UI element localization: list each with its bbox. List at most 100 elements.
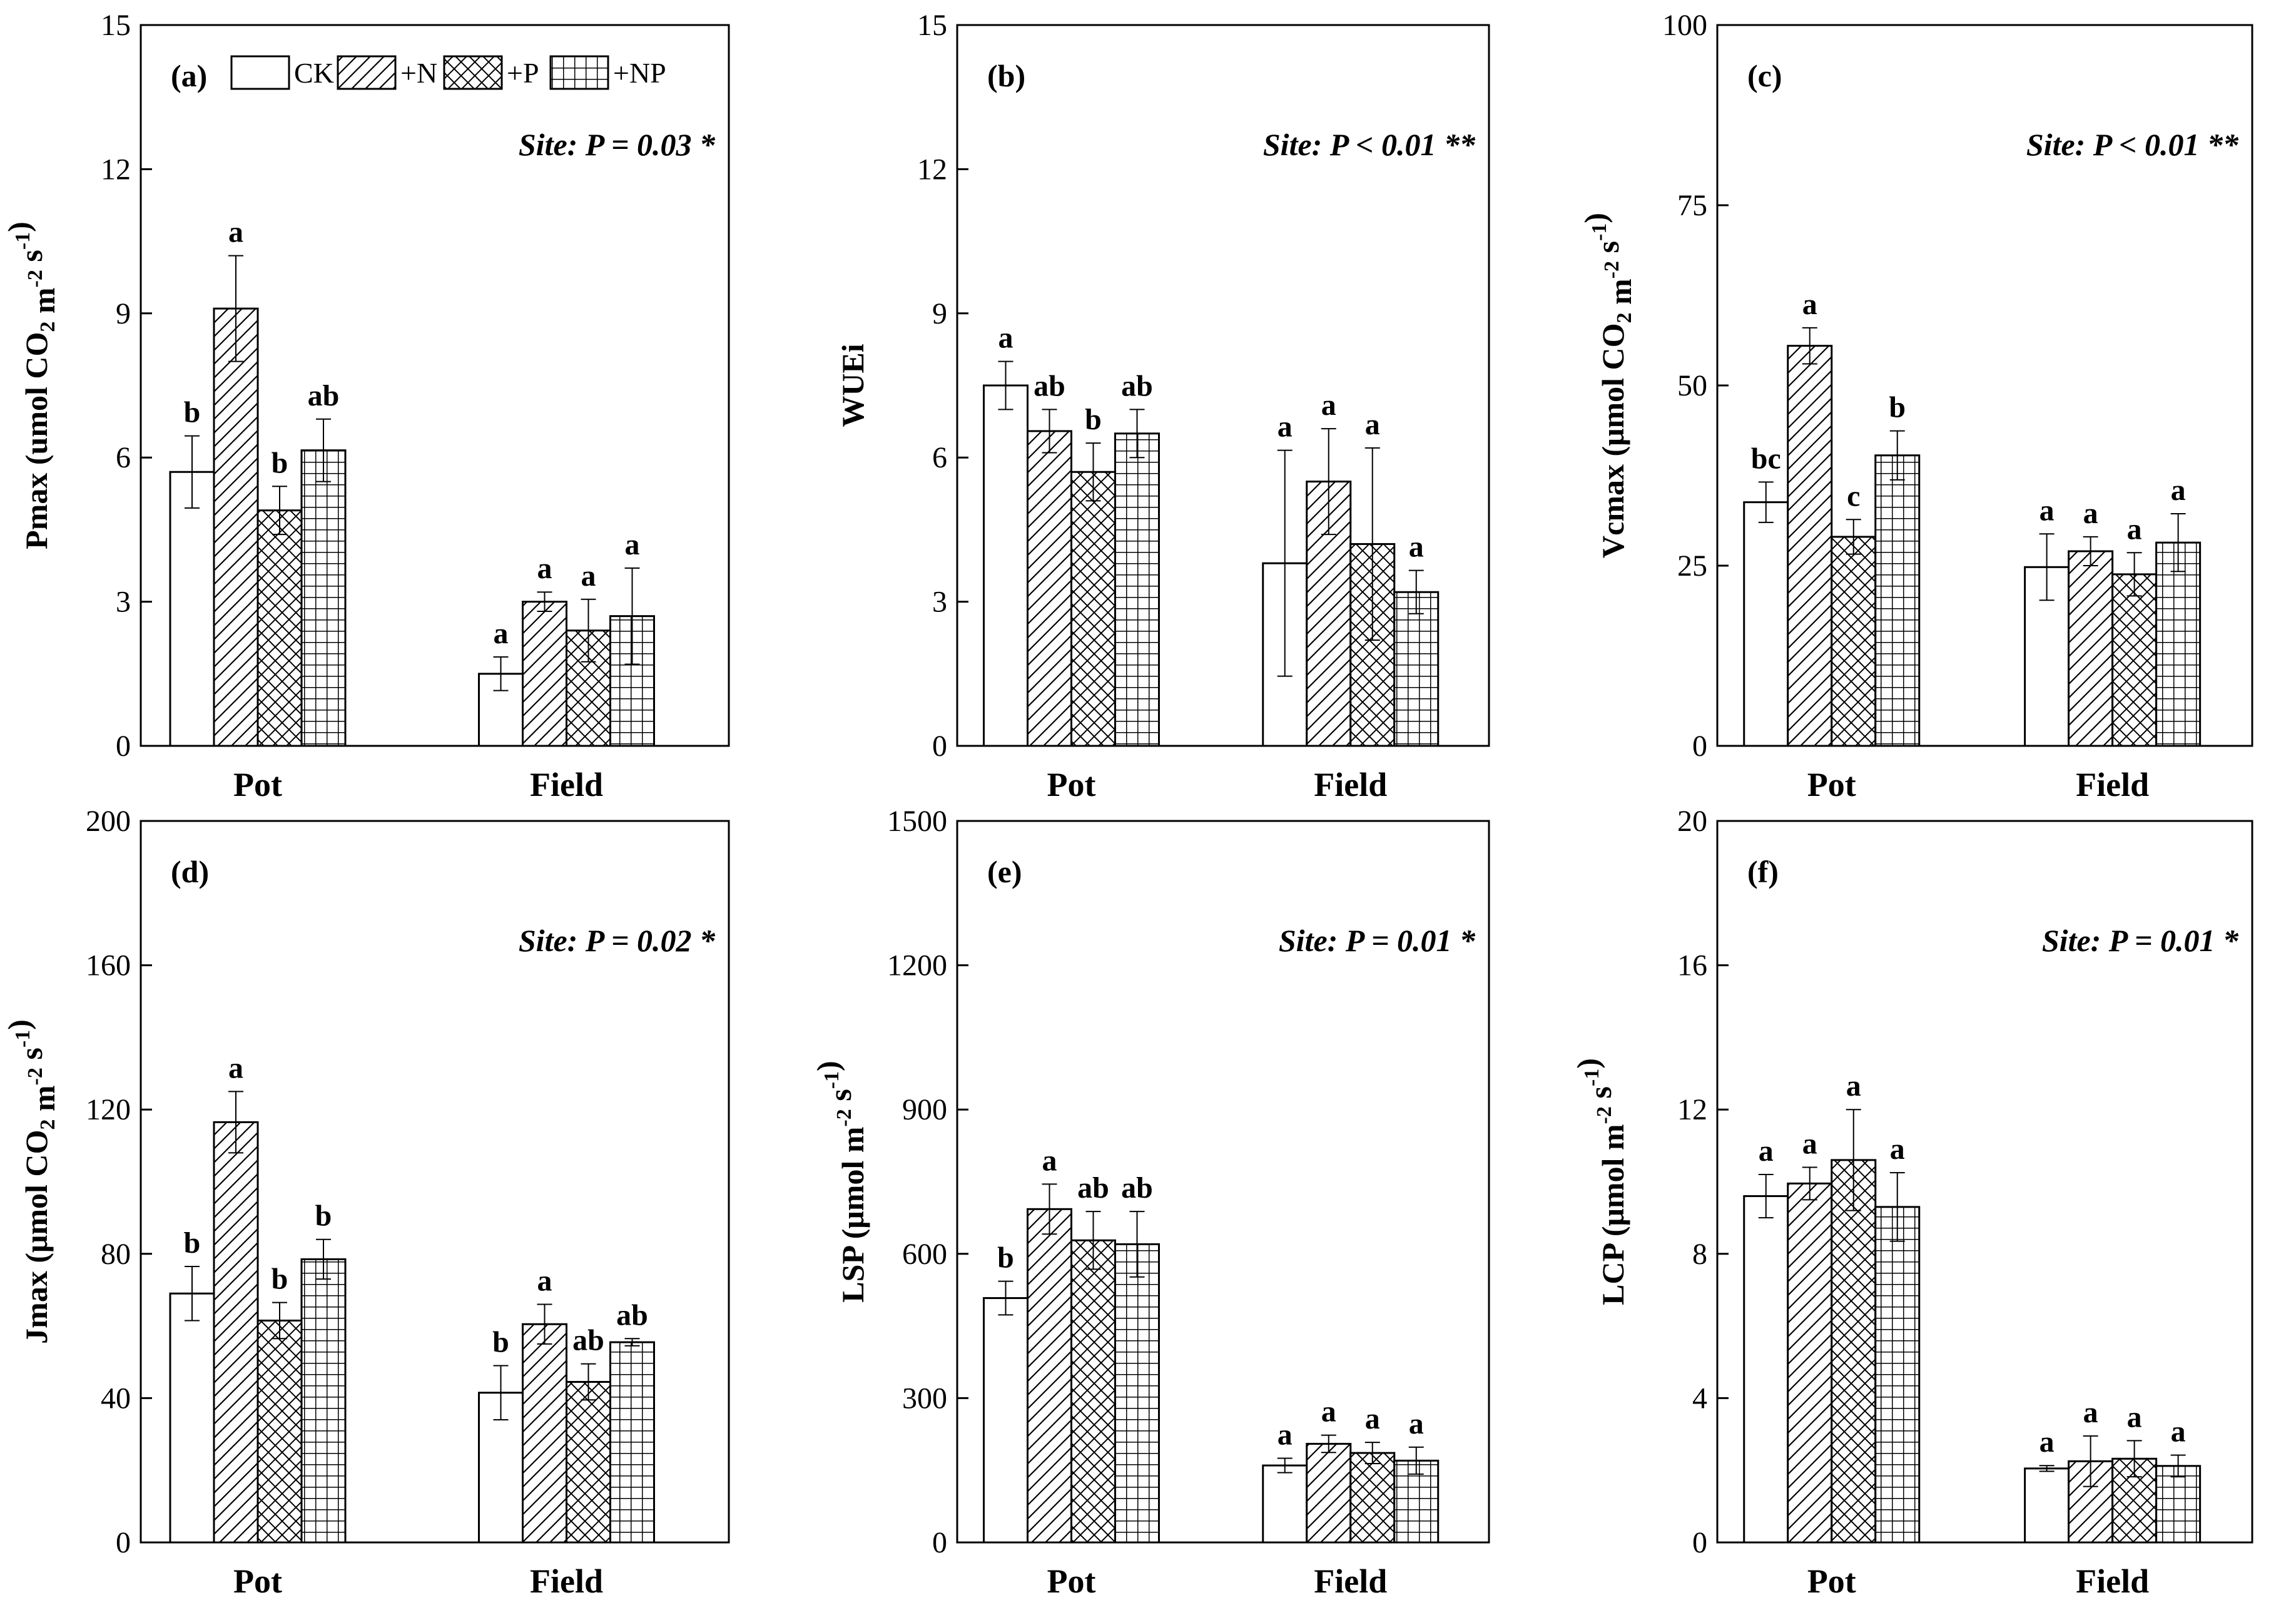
y-tick-label: 4 bbox=[1692, 1382, 1707, 1415]
y-axis-label-part: ) bbox=[1, 222, 36, 232]
x-category-label: Pot bbox=[1047, 1562, 1096, 1600]
bar-np-field bbox=[1393, 591, 1440, 747]
bar-p-field bbox=[2111, 1457, 2158, 1544]
panel-label: (e) bbox=[987, 854, 1022, 889]
y-axis-label-part: -1 bbox=[11, 232, 34, 250]
y-axis-label-part: -2 bbox=[1593, 1106, 1616, 1124]
panel-d: 0 40 80 120 160 200 Jmax (μmol CO2 m-2 s-1) (d)… bbox=[1, 805, 730, 1600]
bar-p-pot bbox=[257, 509, 303, 747]
panel-a: 0 3 6 9 12 15 Pmax (umol CO2 m-2 s-1) (a) Site: … bbox=[1, 9, 730, 803]
y-tick-label: 1200 bbox=[887, 949, 947, 982]
y-axis-label-part: -2 bbox=[833, 1109, 856, 1126]
significance-letter: a bbox=[1278, 410, 1293, 444]
significance-letter: a bbox=[1365, 1402, 1380, 1435]
panel-e: 0 300 600 900 1200 1500 LSP (μmol m-2 s-1) (e) S… bbox=[810, 805, 1490, 1600]
y-tick-label: 12 bbox=[1677, 1093, 1707, 1126]
significance-letter: b bbox=[272, 1263, 288, 1296]
y-tick-label: 16 bbox=[1677, 949, 1707, 982]
significance-letter: a bbox=[1890, 1133, 1905, 1166]
x-category-label: Field bbox=[2076, 1562, 2149, 1600]
significance-letter: a bbox=[2127, 512, 2142, 546]
y-axis-label-part: ) bbox=[1578, 213, 1613, 223]
significance-letter: a bbox=[1409, 531, 1424, 564]
significance-letter: a bbox=[1278, 1418, 1293, 1451]
significance-letter: a bbox=[1042, 1144, 1057, 1177]
y-axis-label-part: s bbox=[14, 1047, 49, 1067]
y-tick-label: 120 bbox=[86, 1093, 131, 1126]
bar-ck-pot bbox=[983, 1297, 1029, 1544]
panel-f: 0 4 8 12 16 20 LCP (μmol m-2 s-1) (f) Site: P = … bbox=[1570, 805, 2253, 1600]
bar-np-field bbox=[2155, 1465, 2202, 1544]
significance-letter: a bbox=[1321, 1395, 1336, 1429]
x-category-label: Field bbox=[2076, 766, 2149, 803]
x-category-label: Pot bbox=[233, 766, 282, 803]
y-axis-label-part: LSP (μmol m bbox=[835, 1127, 870, 1303]
significance-letter: b bbox=[1889, 391, 1906, 424]
y-tick-label: 8 bbox=[1692, 1238, 1707, 1271]
significance-letter: a bbox=[581, 559, 596, 593]
significance-letter: bc bbox=[1751, 442, 1781, 475]
y-axis-label-part: ) bbox=[810, 1061, 845, 1071]
significance-letter: ab bbox=[572, 1324, 604, 1357]
bar-np-pot bbox=[300, 449, 347, 747]
bar-ck-pot bbox=[1743, 501, 1789, 747]
bar-p-pot bbox=[257, 1319, 303, 1544]
significance-letter: b bbox=[492, 1326, 509, 1359]
x-category-label: Pot bbox=[233, 1562, 282, 1600]
y-axis-label: LSP (μmol m-2 s-1) bbox=[810, 1061, 870, 1302]
y-tick-label: 300 bbox=[902, 1382, 947, 1415]
y-tick-label: 9 bbox=[116, 297, 131, 330]
significance-letter: a bbox=[1846, 1069, 1861, 1103]
significance-letter: ab bbox=[1121, 1171, 1153, 1205]
y-tick-label: 9 bbox=[932, 297, 947, 330]
y-axis-label-part: Jmax (μmol CO bbox=[19, 1130, 54, 1344]
significance-letter: a bbox=[998, 322, 1013, 355]
y-axis-label-part: s bbox=[823, 1089, 858, 1109]
bar-n-field bbox=[2068, 550, 2114, 747]
bar-p-pot bbox=[1831, 1159, 1877, 1544]
y-axis-label: WUEi bbox=[835, 344, 870, 427]
bar-p-field bbox=[1349, 1452, 1396, 1544]
plot-frame bbox=[140, 820, 730, 1544]
significance-letter: a bbox=[2171, 474, 2186, 507]
y-axis-label-part: ) bbox=[1, 1019, 36, 1030]
x-category-label: Pot bbox=[1807, 1562, 1856, 1600]
significance-letter: a bbox=[1321, 389, 1336, 422]
bar-n-pot bbox=[1027, 1208, 1072, 1544]
x-category-label: Field bbox=[1314, 1562, 1387, 1600]
y-tick-label: 900 bbox=[902, 1093, 947, 1126]
plot-frame bbox=[956, 820, 1490, 1544]
bar-ck-field bbox=[2024, 1467, 2070, 1544]
x-category-label: Field bbox=[530, 1562, 603, 1600]
significance-letter: b bbox=[315, 1200, 332, 1233]
y-axis-label-part: s bbox=[14, 250, 49, 270]
y-axis-label-part: -1 bbox=[1580, 1069, 1603, 1086]
y-axis-label-part: ) bbox=[1570, 1058, 1605, 1069]
significance-letter: a bbox=[1365, 408, 1380, 441]
y-axis-label-part: -1 bbox=[820, 1071, 843, 1089]
y-tick-label: 160 bbox=[86, 949, 131, 982]
x-category-label: Pot bbox=[1807, 766, 1856, 803]
panel-label: (b) bbox=[987, 58, 1025, 93]
y-axis-label-part: m bbox=[26, 287, 61, 321]
y-axis-label-part: -2 bbox=[24, 270, 47, 287]
y-axis-label-part: -2 bbox=[1600, 261, 1623, 278]
y-axis-label-part: -1 bbox=[1588, 223, 1611, 241]
bar-p-pot bbox=[1070, 471, 1116, 747]
y-axis-label: Jmax (μmol CO2 m-2 s-1) bbox=[1, 1019, 61, 1344]
bar-n-field bbox=[522, 601, 567, 747]
y-axis-label-part: 2 bbox=[36, 1119, 59, 1130]
legend-label-n: +N bbox=[400, 57, 437, 89]
legend-swatch-ck bbox=[230, 55, 290, 90]
plot-frame bbox=[956, 24, 1490, 747]
bar-np-pot bbox=[1114, 432, 1160, 747]
site-significance: Site: P < 0.01 ** bbox=[1263, 127, 1476, 162]
bar-ck-field bbox=[1262, 1464, 1308, 1544]
bar-np-field bbox=[609, 1341, 655, 1544]
y-axis-label: Pmax (umol CO2 m-2 s-1) bbox=[1, 222, 61, 549]
bar-np-pot bbox=[1874, 1206, 1921, 1544]
significance-letter: a bbox=[1409, 1407, 1424, 1440]
bar-np-pot bbox=[300, 1258, 347, 1544]
